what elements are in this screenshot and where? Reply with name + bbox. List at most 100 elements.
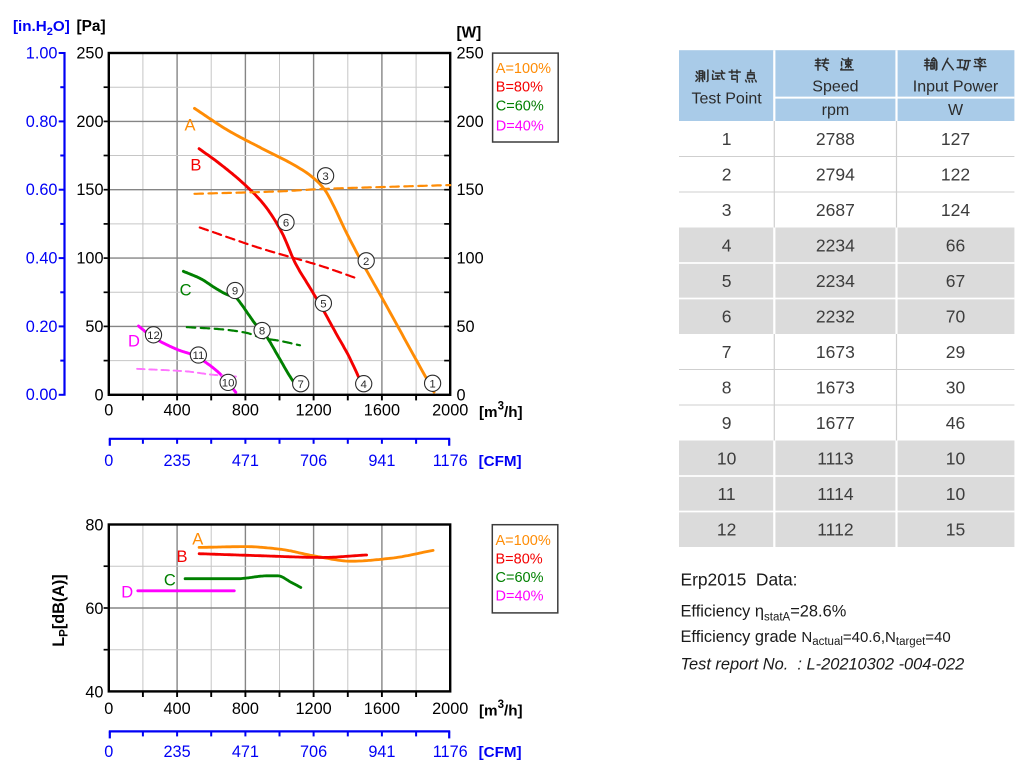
svg-text:10: 10 [717, 448, 737, 468]
svg-text:9: 9 [722, 413, 732, 433]
svg-text:0.80: 0.80 [26, 113, 58, 131]
svg-text:60: 60 [85, 600, 103, 618]
svg-text:67: 67 [946, 271, 965, 291]
svg-text:12: 12 [147, 330, 160, 342]
svg-text:0.20: 0.20 [26, 318, 58, 336]
svg-text:800: 800 [232, 700, 259, 718]
svg-text:1: 1 [722, 129, 732, 149]
svg-text:250: 250 [457, 45, 484, 63]
svg-text:A=100%: A=100% [496, 61, 551, 77]
svg-text:2232: 2232 [816, 306, 855, 326]
svg-text:D: D [128, 332, 140, 350]
svg-text:6: 6 [722, 306, 732, 326]
svg-text:D: D [121, 584, 133, 602]
svg-text:1200: 1200 [295, 700, 331, 718]
svg-text:3: 3 [322, 171, 328, 183]
svg-text:941: 941 [368, 743, 395, 761]
svg-text:2: 2 [363, 256, 369, 268]
svg-text:100: 100 [457, 250, 484, 268]
svg-text:471: 471 [232, 452, 259, 470]
svg-text:C=60%: C=60% [496, 570, 544, 586]
svg-text:11: 11 [718, 484, 736, 504]
svg-text:[CFM]: [CFM] [479, 744, 522, 761]
svg-text:D=40%: D=40% [496, 589, 544, 605]
svg-text:1112: 1112 [817, 520, 853, 540]
svg-text:0: 0 [104, 700, 113, 718]
svg-text:B: B [190, 157, 201, 175]
svg-text:0.00: 0.00 [26, 386, 58, 404]
svg-text:3: 3 [722, 200, 732, 220]
svg-text:LP[dB(A)]: LP[dB(A)] [50, 574, 71, 646]
svg-text:Test Point: Test Point [691, 91, 762, 108]
svg-text:[W]: [W] [457, 25, 482, 42]
svg-text:[in.H2O]: [in.H2O] [13, 18, 70, 38]
svg-text:1176: 1176 [433, 452, 468, 470]
svg-text:[m3/h]: [m3/h] [479, 401, 523, 422]
svg-text:Input Power: Input Power [913, 79, 999, 96]
svg-text:706: 706 [300, 452, 327, 470]
svg-text:1200: 1200 [295, 401, 331, 419]
svg-text:A: A [192, 531, 203, 549]
svg-text:Efficiency ηstatA=28.6%: Efficiency ηstatA=28.6% [681, 603, 847, 624]
svg-text:[m3/h]: [m3/h] [479, 699, 523, 720]
svg-text:1673: 1673 [816, 377, 855, 397]
svg-text:0: 0 [457, 386, 466, 404]
svg-text:0.60: 0.60 [26, 181, 58, 199]
svg-text:29: 29 [946, 342, 965, 362]
svg-text:70: 70 [946, 306, 966, 326]
svg-text:Efficiency grade Nactual=40.6,: Efficiency grade Nactual=40.6,Ntarget=40 [681, 628, 951, 648]
svg-text:1176: 1176 [433, 743, 468, 761]
svg-text:12: 12 [717, 520, 736, 540]
svg-text:15: 15 [946, 520, 965, 540]
svg-text:127: 127 [941, 129, 970, 149]
svg-text:400: 400 [164, 401, 191, 419]
svg-text:[Pa]: [Pa] [77, 18, 106, 35]
svg-text:C: C [180, 282, 192, 300]
svg-text:W: W [948, 102, 964, 119]
svg-text:rpm: rpm [822, 102, 850, 119]
svg-text:1600: 1600 [364, 700, 400, 718]
svg-text:250: 250 [76, 45, 103, 63]
svg-text:800: 800 [232, 401, 259, 419]
svg-text:235: 235 [164, 452, 191, 470]
svg-text:0: 0 [104, 743, 113, 761]
svg-text:0: 0 [94, 386, 103, 404]
svg-text:80: 80 [85, 516, 103, 534]
svg-text:4: 4 [361, 379, 367, 391]
svg-text:Speed: Speed [812, 79, 858, 96]
svg-text:B=80%: B=80% [496, 80, 543, 96]
svg-text:1600: 1600 [364, 401, 400, 419]
svg-text:7: 7 [722, 342, 732, 362]
svg-text:2000: 2000 [432, 700, 468, 718]
svg-text:124: 124 [941, 200, 970, 220]
svg-text:2788: 2788 [816, 129, 855, 149]
svg-text:2794: 2794 [816, 164, 855, 184]
svg-text:8: 8 [722, 377, 732, 397]
svg-text:6: 6 [283, 218, 289, 230]
svg-text:150: 150 [76, 181, 103, 199]
svg-text:C=60%: C=60% [496, 99, 544, 115]
svg-text:1673: 1673 [816, 342, 855, 362]
svg-text:Test report No. : L-20210302: Test report No. : L-20210302 -004-022 [681, 656, 965, 674]
svg-text:0: 0 [104, 452, 113, 470]
svg-text:50: 50 [457, 318, 475, 336]
svg-text:200: 200 [457, 113, 484, 131]
svg-text:8: 8 [259, 326, 265, 338]
svg-text:2234: 2234 [816, 235, 855, 255]
svg-text:5: 5 [320, 298, 326, 310]
svg-text:706: 706 [300, 743, 327, 761]
svg-text:A=100%: A=100% [496, 533, 551, 549]
svg-text:5: 5 [722, 271, 732, 291]
svg-text:0: 0 [104, 401, 113, 419]
svg-text:1114: 1114 [817, 484, 854, 504]
svg-text:50: 50 [85, 318, 103, 336]
svg-text:100: 100 [76, 250, 103, 268]
svg-text:122: 122 [941, 164, 970, 184]
svg-text:4: 4 [722, 235, 732, 255]
svg-text:A: A [184, 117, 195, 135]
svg-text:941: 941 [368, 452, 395, 470]
svg-text:150: 150 [457, 181, 484, 199]
svg-text:1113: 1113 [817, 448, 853, 468]
svg-text:46: 46 [946, 413, 965, 433]
svg-text:10: 10 [946, 448, 966, 468]
